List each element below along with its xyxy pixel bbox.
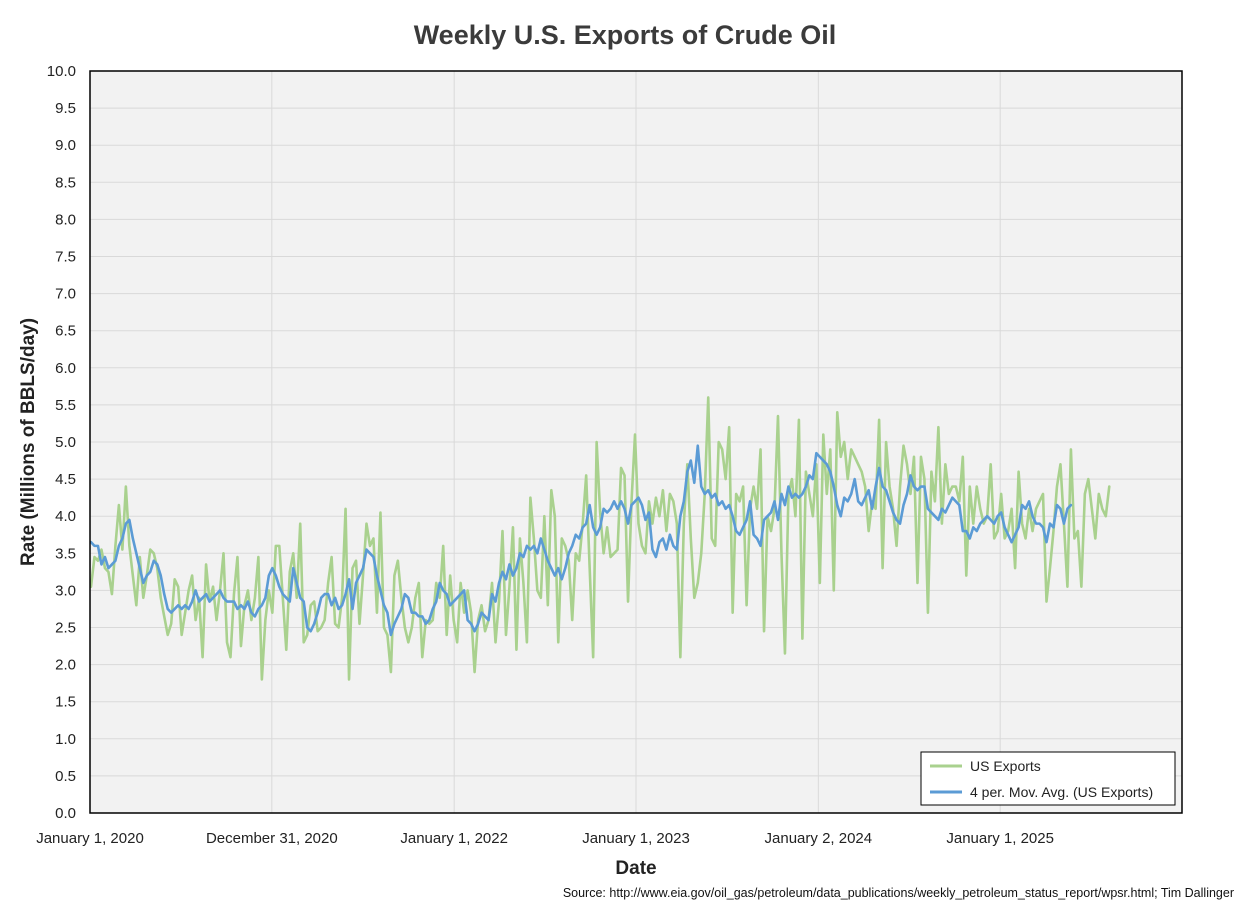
legend: US Exports 4 per. Mov. Avg. (US Exports) (920, 751, 1176, 806)
legend-label-us-exports: US Exports (970, 758, 1041, 774)
x-tick-label: January 2, 2024 (765, 830, 873, 847)
y-tick-label: 6.0 (55, 360, 76, 377)
y-tick-label: 7.0 (55, 286, 76, 303)
y-tick-label: 0.0 (55, 805, 76, 822)
x-tick-label: December 31, 2020 (206, 830, 338, 847)
x-tick-label: January 1, 2022 (400, 830, 508, 847)
series-line-us-exports (89, 396, 1111, 681)
y-tick-label: 1.5 (55, 694, 76, 711)
x-axis-ticks: January 1, 2020 December 31, 2020 January … (36, 830, 1054, 847)
x-tick-label: January 1, 2023 (582, 830, 690, 847)
y-tick-label: 1.0 (55, 731, 76, 748)
y-tick-label: 4.0 (55, 508, 76, 525)
y-axis-ticks: 0.0 0.5 1.0 1.5 2.0 2.5 3.0 3.5 4.0 4.5 5.0 5.5 6.0 6… (47, 63, 76, 822)
plot-border (89, 70, 1183, 814)
y-tick-label: 7.5 (55, 249, 76, 266)
y-tick-label: 3.0 (55, 582, 76, 599)
y-tick-label: 6.5 (55, 323, 76, 340)
chart-title: Weekly U.S. Exports of Crude Oil (414, 20, 837, 50)
y-tick-label: 9.5 (55, 100, 76, 117)
y-tick-label: 9.0 (55, 137, 76, 154)
y-tick-label: 2.5 (55, 620, 76, 637)
y-tick-label: 8.5 (55, 174, 76, 191)
x-tick-label: January 1, 2020 (36, 830, 144, 847)
legend-label-moving-average: 4 per. Mov. Avg. (US Exports) (970, 784, 1153, 800)
x-axis-label: Date (615, 858, 656, 879)
y-axis-label: Rate (Millions of BBLS/day) (18, 318, 39, 566)
y-tick-label: 10.0 (47, 63, 76, 80)
y-tick-label: 8.0 (55, 211, 76, 228)
y-tick-label: 0.5 (55, 768, 76, 785)
source-note: Source: http://www.eia.gov/oil_gas/petro… (563, 886, 1234, 900)
series-line-moving-average (89, 444, 1073, 637)
y-tick-label: 3.5 (55, 545, 76, 562)
legend-box (920, 751, 1176, 806)
x-tick-label: January 1, 2025 (946, 830, 1054, 847)
y-tick-label: 2.0 (55, 657, 76, 674)
series-layer (89, 396, 1111, 681)
y-tick-label: 4.5 (55, 471, 76, 488)
y-tick-label: 5.0 (55, 434, 76, 451)
y-tick-label: 5.5 (55, 397, 76, 414)
